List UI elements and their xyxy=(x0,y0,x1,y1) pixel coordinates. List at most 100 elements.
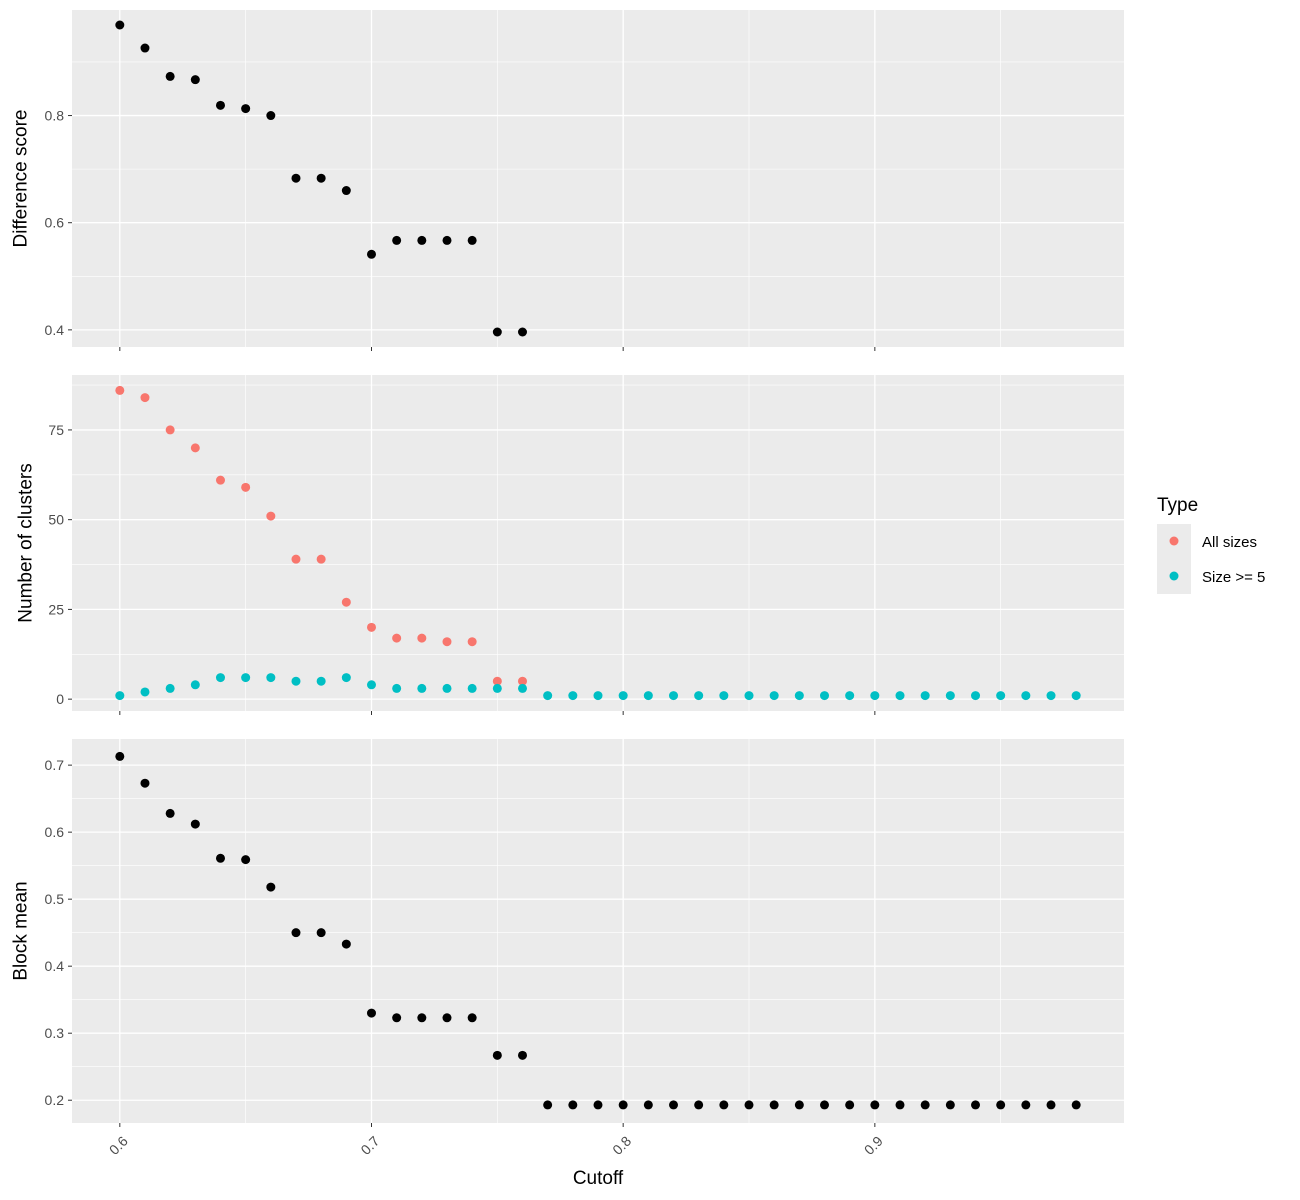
data-point-size-5 xyxy=(618,691,628,701)
data-point-size-5 xyxy=(945,691,955,701)
data-point-size-5 xyxy=(870,691,880,701)
y-tick-label: 0.6 xyxy=(45,215,65,231)
data-point-point xyxy=(392,235,402,245)
x-tick-label: 0.7 xyxy=(357,1133,382,1158)
y-tick-label: 75 xyxy=(48,422,64,438)
data-point-point xyxy=(341,186,351,196)
data-point-point xyxy=(593,1100,603,1110)
data-point-size-5 xyxy=(341,673,351,683)
data-point-point xyxy=(1021,1100,1031,1110)
data-point-size-5 xyxy=(543,691,553,701)
data-point-size-5 xyxy=(1071,691,1081,701)
data-point-point xyxy=(241,104,251,114)
data-point-point xyxy=(241,855,251,865)
data-point-point xyxy=(517,1050,527,1060)
data-point-point xyxy=(820,1100,830,1110)
data-point-point xyxy=(467,1013,477,1023)
data-point-point xyxy=(316,928,326,938)
legend: Type All sizes Size >= 5 xyxy=(1157,495,1265,594)
data-point-point xyxy=(996,1100,1006,1110)
data-point-point xyxy=(392,1013,402,1023)
legend-label-size-ge-5: Size >= 5 xyxy=(1202,569,1265,586)
data-point-all-sizes xyxy=(115,385,125,395)
data-point-size-5 xyxy=(165,683,175,693)
data-point-point xyxy=(971,1100,981,1110)
data-point-point xyxy=(442,1013,452,1023)
data-point-all-sizes xyxy=(341,597,351,607)
y-tick-label: 25 xyxy=(48,601,64,617)
data-point-point xyxy=(165,808,175,818)
data-point-all-sizes xyxy=(215,475,225,485)
data-point-point xyxy=(266,882,276,892)
data-point-point xyxy=(719,1100,729,1110)
data-point-size-5 xyxy=(266,673,276,683)
panel-background xyxy=(72,739,1124,1123)
data-point-point xyxy=(945,1100,955,1110)
data-point-point xyxy=(140,43,150,53)
data-point-size-5 xyxy=(820,691,830,701)
data-point-point xyxy=(467,235,477,245)
data-point-size-5 xyxy=(215,673,225,683)
data-point-point xyxy=(291,928,301,938)
data-point-point xyxy=(618,1100,628,1110)
data-point-size-5 xyxy=(190,680,200,690)
data-point-all-sizes xyxy=(442,637,452,647)
data-point-size-5 xyxy=(643,691,653,701)
y-axis-title-difference-score: Difference score xyxy=(11,110,32,248)
data-point-point xyxy=(568,1100,578,1110)
panel-background xyxy=(72,375,1124,711)
data-point-size-5 xyxy=(492,683,502,693)
data-point-all-sizes xyxy=(165,425,175,435)
y-tick-label: 0.4 xyxy=(45,958,65,974)
data-point-size-5 xyxy=(442,683,452,693)
y-tick-label: 0.2 xyxy=(45,1092,65,1108)
y-tick-label: 0.3 xyxy=(45,1025,65,1041)
data-point-point xyxy=(190,819,200,829)
data-point-size-5 xyxy=(920,691,930,701)
data-point-all-sizes xyxy=(517,676,527,686)
data-point-all-sizes xyxy=(366,622,376,632)
data-point-point xyxy=(870,1100,880,1110)
data-point-point xyxy=(115,20,125,30)
data-point-point xyxy=(115,751,125,761)
data-point-size-5 xyxy=(241,673,251,683)
data-point-all-sizes xyxy=(291,554,301,564)
y-axis-title-number-of-clusters: Number of clusters xyxy=(16,463,37,622)
data-point-all-sizes xyxy=(140,393,150,403)
data-point-size-5 xyxy=(895,691,905,701)
data-point-size-5 xyxy=(769,691,779,701)
data-point-all-sizes xyxy=(492,676,502,686)
panel-bottom: 0.2 0.3 0.4 0.5 0.6 0.7 0.6 0.7 0.8 0.9 Block mean xyxy=(11,739,1124,1158)
data-point-size-5 xyxy=(366,680,376,690)
panel-background xyxy=(72,10,1124,347)
data-point-all-sizes xyxy=(266,511,276,521)
data-point-size-5 xyxy=(794,691,804,701)
data-point-size-5 xyxy=(568,691,578,701)
panel-top: 0.4 0.6 0.8 Difference score xyxy=(11,10,1124,351)
panel-middle: 0 25 50 75 Number of clusters xyxy=(16,375,1124,715)
data-point-point xyxy=(215,100,225,110)
y-tick-label: 0.5 xyxy=(45,891,65,907)
data-point-point xyxy=(266,111,276,121)
x-axis-title: Cutoff xyxy=(573,1168,624,1189)
legend-key-all-sizes xyxy=(1169,536,1179,546)
data-point-size-5 xyxy=(719,691,729,701)
data-point-size-5 xyxy=(417,683,427,693)
y-tick-label: 0 xyxy=(56,691,64,707)
data-point-point xyxy=(366,1008,376,1018)
legend-label-all-sizes: All sizes xyxy=(1202,534,1257,551)
data-point-point xyxy=(1046,1100,1056,1110)
data-point-point xyxy=(669,1100,679,1110)
data-point-size-5 xyxy=(392,683,402,693)
data-point-point xyxy=(694,1100,704,1110)
data-point-all-sizes xyxy=(241,482,251,492)
data-point-size-5 xyxy=(694,691,704,701)
data-point-point xyxy=(895,1100,905,1110)
data-point-size-5 xyxy=(140,687,150,697)
data-point-point xyxy=(140,778,150,788)
data-point-size-5 xyxy=(669,691,679,701)
y-axis-title-block-mean: Block mean xyxy=(11,881,32,980)
data-point-size-5 xyxy=(744,691,754,701)
data-point-point xyxy=(442,235,452,245)
data-point-point xyxy=(417,1013,427,1023)
